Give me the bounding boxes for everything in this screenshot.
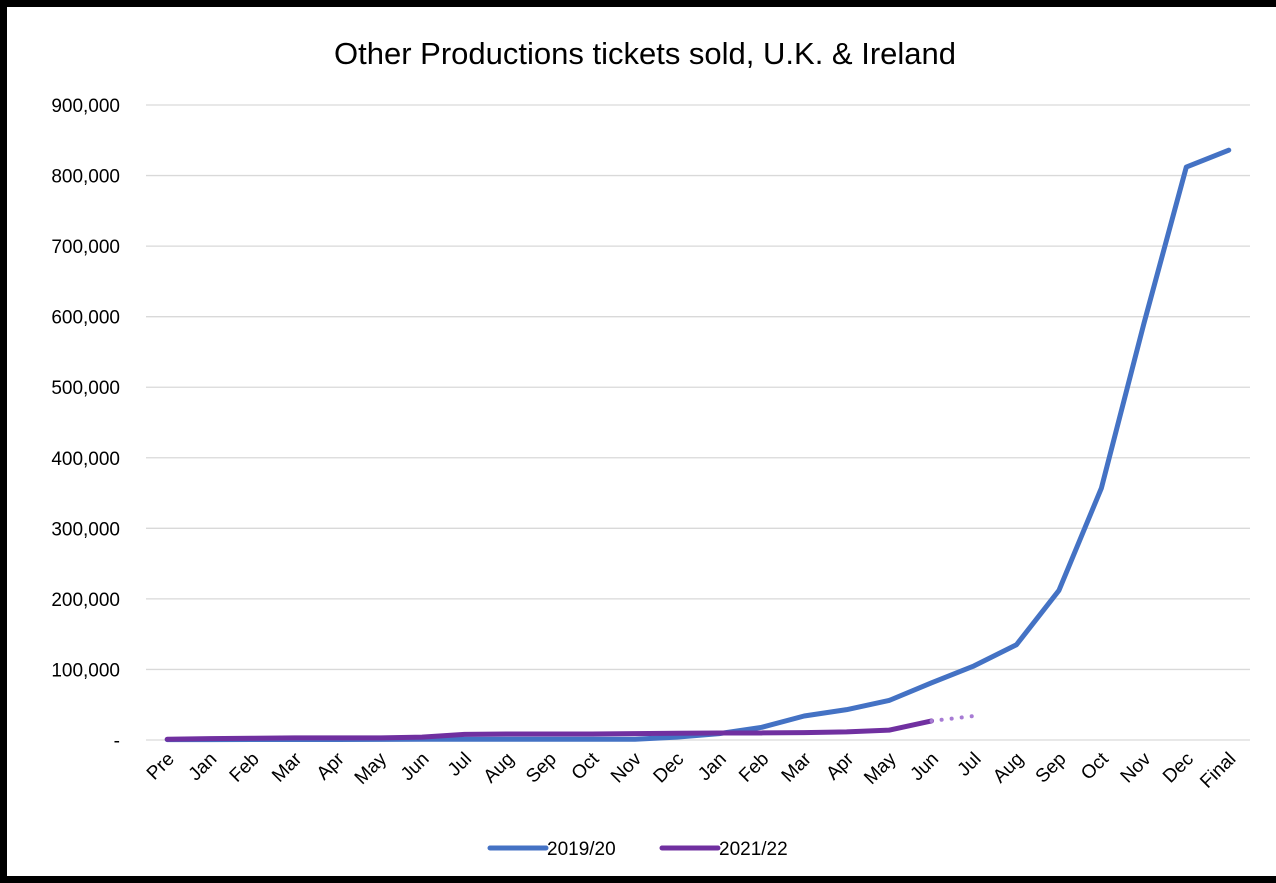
x-tick-label: Dec — [650, 749, 689, 788]
x-axis-ticks: Pre Jan Feb Mar Apr May Jun Jul Aug Sep Oct Nov Dec J… — [143, 748, 1240, 792]
x-tick-label: Aug — [480, 749, 519, 788]
x-tick-label: Sep — [522, 749, 561, 788]
y-tick-label: 300,000 — [51, 519, 120, 540]
y-tick-label: 100,000 — [51, 660, 120, 681]
x-tick-label: Feb — [226, 749, 264, 787]
x-tick-label: May — [860, 748, 901, 789]
y-tick-label: 600,000 — [51, 308, 120, 329]
y-tick-label: 800,000 — [51, 167, 120, 188]
y-tick-label: 400,000 — [51, 449, 120, 470]
x-tick-label: Oct — [1077, 748, 1113, 784]
x-tick-label: Apr — [313, 748, 349, 784]
x-tick-label: Jun — [907, 749, 944, 786]
gridlines — [146, 104, 1250, 741]
y-tick-label: 500,000 — [51, 378, 120, 399]
x-tick-label: Dec — [1159, 749, 1198, 788]
x-tick-label: Pre — [143, 749, 179, 785]
x-tick-label: Oct — [568, 748, 604, 784]
series-line-2021-22 — [164, 718, 935, 742]
x-tick-label: Jul — [444, 749, 476, 781]
x-tick-label: Apr — [822, 748, 858, 784]
x-tick-label: Nov — [1117, 748, 1156, 787]
series-line-projection — [929, 714, 976, 723]
legend: 2019/20 2021/22 — [487, 839, 788, 860]
legend-label: 2021/22 — [719, 839, 788, 860]
y-tick-label: 900,000 — [51, 96, 120, 117]
y-axis-ticks: - 100,000 200,000 300,000 400,000 500,000 600,… — [51, 96, 120, 752]
x-tick-label: Jan — [185, 749, 222, 786]
x-tick-label: Mar — [268, 748, 306, 786]
chart-title: Other Productions tickets sold, U.K. & I… — [334, 36, 956, 71]
x-tick-label: May — [351, 748, 392, 789]
x-tick-label: Sep — [1032, 749, 1071, 788]
x-tick-label: Feb — [735, 749, 773, 787]
x-tick-label: Mar — [778, 748, 816, 786]
legend-label: 2019/20 — [547, 839, 616, 860]
x-tick-label: Jul — [954, 749, 986, 781]
y-tick-label: - — [114, 731, 120, 752]
x-tick-label: Nov — [607, 748, 646, 787]
x-tick-label: Final — [1196, 749, 1240, 793]
x-tick-label: Jan — [694, 749, 731, 786]
x-tick-label: Jun — [397, 749, 434, 786]
y-tick-label: 700,000 — [51, 237, 120, 258]
series-lines — [164, 147, 1232, 743]
x-tick-label: Aug — [989, 749, 1028, 788]
y-tick-label: 200,000 — [51, 590, 120, 611]
series-line-2019-20 — [164, 147, 1232, 743]
